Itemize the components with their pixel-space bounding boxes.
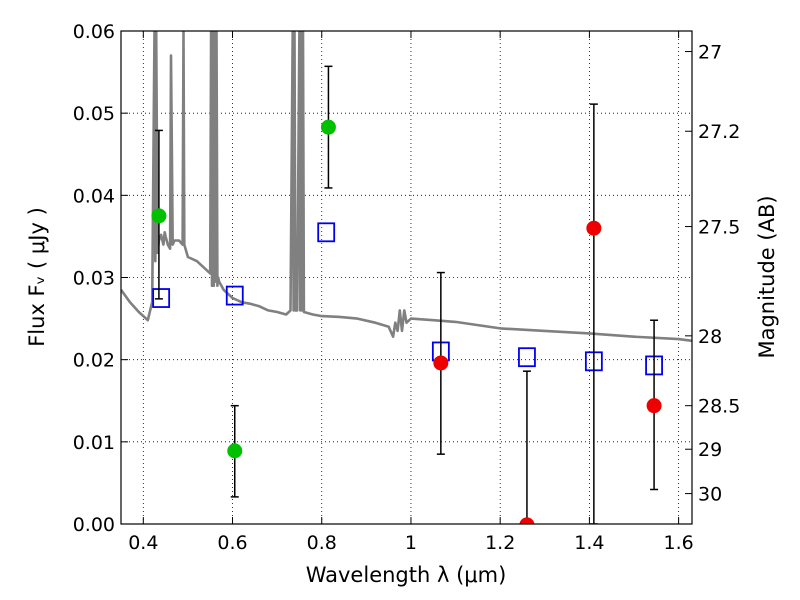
grid <box>121 30 692 525</box>
model-square-marker <box>152 288 171 308</box>
model-square-marker <box>317 222 336 243</box>
y2-tick-label: 28.5 <box>698 396 740 418</box>
x-tick-label: 0.4 <box>128 532 158 554</box>
y-tick-label: 0.01 <box>73 432 115 454</box>
x-axis-title: Wavelength λ (μm) <box>306 563 507 587</box>
y2-tick-label: 27.5 <box>698 217 740 239</box>
x-tick-label: 1 <box>405 532 417 554</box>
y-tick-label: 0.06 <box>73 21 115 43</box>
y2-axis-title: Magnitude (AB) <box>755 195 779 358</box>
data-point <box>519 517 535 524</box>
y-tick-label: 0.04 <box>73 185 115 207</box>
x-tick-label: 0.8 <box>307 532 337 554</box>
y-tick-label: 0.00 <box>73 514 115 536</box>
model-square-marker <box>518 347 536 368</box>
x-tick-label: 1.6 <box>664 532 694 554</box>
data-point <box>646 398 662 414</box>
plot-frame <box>120 30 693 525</box>
x-tick-label: 0.6 <box>217 532 247 554</box>
x-tick-label: 1.2 <box>485 532 515 554</box>
x-tick-label: 1.4 <box>574 532 604 554</box>
tick-layer: 0.4 0.6 0.8 1 1.2 1.4 1.6 0.00 0.01 0.02 0.03 0.04 0… <box>73 21 741 554</box>
y-tick-label: 0.02 <box>73 350 115 372</box>
spectrum-layer <box>121 31 692 343</box>
data-point <box>151 208 167 224</box>
y-tick-label: 0.03 <box>73 268 115 290</box>
y-axis-title: Flux Fᵥ ( μJy ) <box>25 207 49 347</box>
data-point <box>433 355 449 371</box>
y2-tick-label: 27.2 <box>698 121 740 143</box>
y2-tick-label: 29 <box>698 439 722 461</box>
y-tick-label: 0.05 <box>73 103 115 125</box>
data-point <box>586 220 602 236</box>
data-point <box>227 443 243 459</box>
y2-tick-label: 30 <box>698 484 722 506</box>
y2-tick-label: 27 <box>698 42 722 64</box>
spectrum-line <box>121 31 692 343</box>
model-square-marker <box>225 285 244 306</box>
marker-layer <box>151 65 663 524</box>
data-point <box>320 119 336 135</box>
y2-tick-label: 28 <box>698 326 722 348</box>
